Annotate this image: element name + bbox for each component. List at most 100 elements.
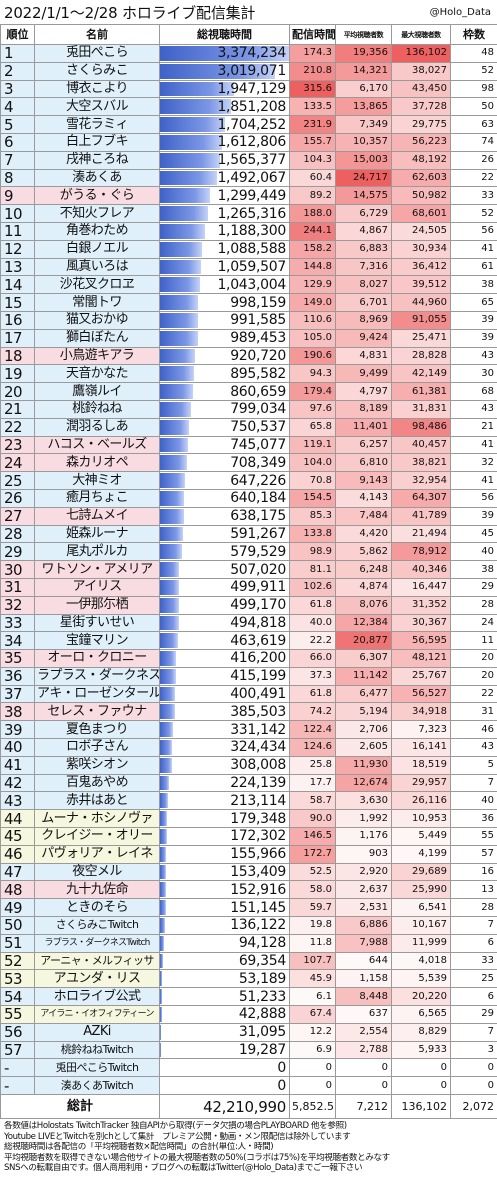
watch-value: 1,265,316 — [217, 205, 286, 222]
name-cell: パヴォリア・レイネ — [34, 844, 160, 864]
watch-bar — [160, 793, 169, 809]
name-cell: 獅白ぼたん — [34, 328, 160, 348]
table-row: 33 星街すいせい 494,818 40.0 12,384 30,367 24 — [0, 613, 497, 633]
name-cell: 桃鈴ねねTwitch — [34, 1040, 160, 1060]
max-viewers-cell: 136,102 — [391, 44, 451, 63]
max-viewers-cell: 11,999 — [391, 933, 451, 953]
max-viewers-cell: 0 — [391, 1076, 451, 1096]
name-cell: 天音かなた — [34, 364, 160, 384]
frames-cell: 45 — [450, 524, 497, 544]
watch-cell: 416,200 — [159, 649, 290, 668]
watch-cell: 213,114 — [159, 791, 290, 811]
watch-cell: 799,034 — [159, 399, 290, 419]
avg-viewers-cell: 6,886 — [335, 916, 392, 935]
col-rank-header: 順位 — [0, 24, 35, 45]
hours-cell: 315.6 — [289, 79, 336, 99]
avg-viewers-cell: 6,477 — [335, 684, 392, 704]
watch-cell: 638,175 — [159, 506, 290, 526]
watch-value: 1,565,377 — [217, 152, 286, 169]
frames-cell: 36 — [450, 809, 497, 829]
name-cell: さくらみこ — [34, 61, 160, 81]
avg-viewers-cell: 0 — [335, 1076, 392, 1096]
watch-cell: 385,503 — [159, 702, 290, 722]
table-row: 12 白銀ノエル 1,088,588 158.2 6,883 30,934 41 — [0, 239, 497, 259]
max-viewers-cell: 40,457 — [391, 435, 451, 455]
avg-viewers-cell: 2,605 — [335, 738, 392, 757]
table-row: 8 湊あくあ 1,492,067 60.4 24,717 62,603 22 — [0, 168, 497, 188]
total-label: 総計 — [0, 1094, 160, 1120]
hours-cell: 129.9 — [289, 275, 336, 295]
watch-value: 745,077 — [230, 436, 286, 453]
max-viewers-cell: 38,027 — [391, 61, 451, 81]
max-viewers-cell: 48,192 — [391, 150, 451, 170]
watch-cell: 494,818 — [159, 613, 290, 633]
name-cell: 戌神ころね — [34, 150, 160, 170]
rank-cell: 35 — [0, 649, 35, 668]
table-row: - 兎田ぺこらTwitch 0 0 0 0 0 — [0, 1058, 497, 1078]
watch-value: 224,139 — [230, 775, 286, 792]
max-viewers-cell: 56,223 — [391, 132, 451, 152]
rank-cell: 16 — [0, 310, 35, 330]
watch-bar — [160, 579, 180, 595]
table-row: 29 尾丸ポルカ 579,529 98.9 5,862 78,912 40 — [0, 542, 497, 562]
frames-cell: 39 — [450, 506, 497, 526]
frames-cell: 22 — [450, 684, 497, 704]
table-row: 31 アイリス 499,911 102.6 4,874 16,447 29 — [0, 577, 497, 597]
rank-cell: 54 — [0, 987, 35, 1007]
hours-cell: 231.9 — [289, 115, 336, 134]
watch-value: 799,034 — [230, 401, 286, 418]
avg-viewers-cell: 14,575 — [335, 186, 392, 206]
name-cell: 赤井はあと — [34, 791, 160, 811]
max-viewers-cell: 40,346 — [391, 560, 451, 579]
table-row: 20 鷹嶺ルイ 860,659 179.4 4,797 61,381 68 — [0, 382, 497, 401]
watch-value: 895,582 — [230, 365, 286, 382]
rank-cell: 29 — [0, 542, 35, 562]
hours-cell: 110.6 — [289, 310, 336, 330]
avg-viewers-cell: 637 — [335, 1005, 392, 1024]
max-viewers-cell: 5,933 — [391, 1040, 451, 1060]
name-cell: 百鬼あやめ — [34, 773, 160, 793]
watch-cell: 53,189 — [159, 969, 290, 989]
frames-cell: 40 — [450, 791, 497, 811]
avg-viewers-cell: 1,992 — [335, 809, 392, 829]
watch-cell: 172,302 — [159, 827, 290, 846]
watch-cell: 1,088,588 — [159, 239, 290, 259]
rank-cell: 32 — [0, 595, 35, 615]
avg-viewers-cell: 8,969 — [335, 310, 392, 330]
table-body: 1 兎田ぺこら 3,374,234 174.3 19,356 136,102 48 2 さくらみ… — [0, 44, 497, 1096]
rank-cell: 13 — [0, 257, 35, 277]
watch-value: 179,348 — [230, 810, 286, 827]
rank-cell: 4 — [0, 97, 35, 117]
avg-viewers-cell: 7,316 — [335, 257, 392, 277]
rank-cell: 41 — [0, 755, 35, 775]
watch-cell: 0 — [159, 1076, 290, 1096]
table-row: 25 大神ミオ 647,226 70.8 9,143 32,954 41 — [0, 471, 497, 490]
rank-cell: 55 — [0, 1005, 35, 1024]
max-viewers-cell: 32,954 — [391, 471, 451, 490]
watch-value: 708,349 — [230, 454, 286, 471]
avg-viewers-cell: 9,499 — [335, 364, 392, 384]
watch-value: 920,720 — [230, 347, 286, 364]
watch-bar — [160, 882, 166, 898]
watch-bar — [160, 259, 201, 275]
frames-cell: 74 — [450, 132, 497, 152]
frames-cell: 5 — [450, 755, 497, 775]
name-cell: ラプラス・ダークネス — [34, 666, 160, 686]
watch-cell: 51,233 — [159, 987, 290, 1007]
watch-cell: 331,142 — [159, 720, 290, 740]
table-row: 30 ワトソン・アメリア 507,020 81.1 6,248 40,346 38 — [0, 560, 497, 579]
rank-cell: 40 — [0, 738, 35, 757]
max-viewers-cell: 39,512 — [391, 275, 451, 295]
frames-cell: 57 — [450, 844, 497, 864]
total-row: 総計 42,210,990 5,852.5 7,212 136,102 2,07… — [0, 1094, 497, 1120]
watch-value: 136,122 — [230, 917, 286, 934]
table-row: 48 九十九佐命 152,916 58.0 2,637 25,990 13 — [0, 880, 497, 900]
max-viewers-cell: 64,307 — [391, 488, 451, 508]
frames-cell: 11 — [450, 631, 497, 651]
avg-viewers-cell: 12,674 — [335, 773, 392, 793]
avg-viewers-cell: 2,920 — [335, 862, 392, 882]
max-viewers-cell: 4,199 — [391, 844, 451, 864]
max-viewers-cell: 36,412 — [391, 257, 451, 277]
watch-value: 19,287 — [238, 1042, 286, 1059]
avg-viewers-cell: 9,424 — [335, 328, 392, 348]
